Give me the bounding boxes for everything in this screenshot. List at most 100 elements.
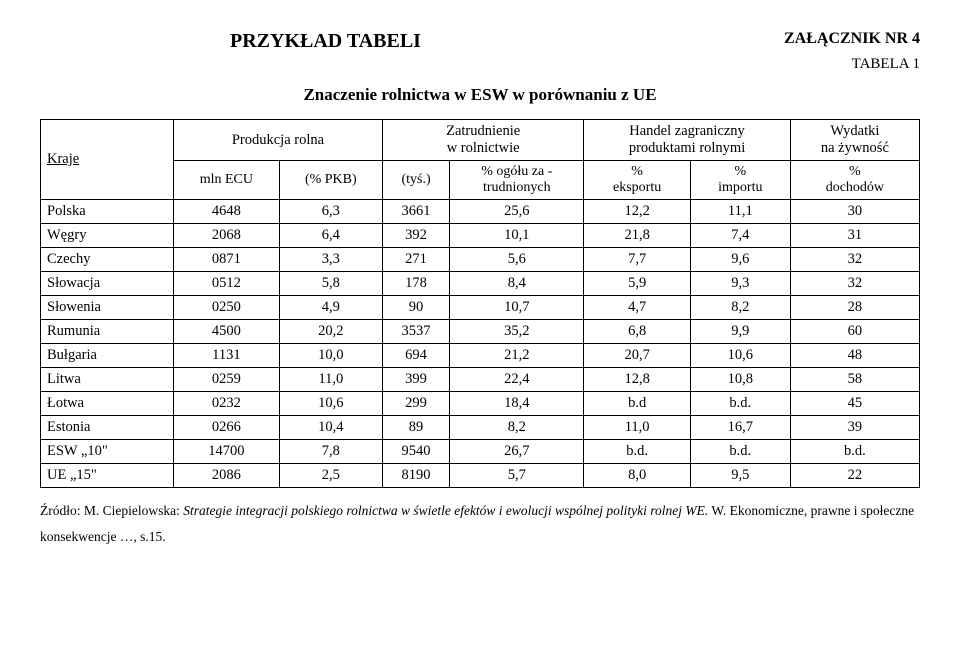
cell-value: 0232	[174, 392, 280, 416]
cell-value: 10,6	[690, 344, 790, 368]
cell-value: 25,6	[450, 200, 584, 224]
cell-value: 10,1	[450, 224, 584, 248]
cell-value: 26,7	[450, 440, 584, 464]
cell-value: b.d.	[790, 440, 919, 464]
cell-value: 60	[790, 320, 919, 344]
cell-value: 18,4	[450, 392, 584, 416]
table-row: Łotwa023210,629918,4b.db.d.45	[41, 392, 920, 416]
cell-value: 3537	[382, 320, 449, 344]
cell-value: 8,2	[690, 296, 790, 320]
cell-value: 3661	[382, 200, 449, 224]
cell-value: 20,2	[279, 320, 382, 344]
cell-value: 9,9	[690, 320, 790, 344]
cell-value: 5,9	[584, 272, 691, 296]
cell-value: 399	[382, 368, 449, 392]
cell-country: Bułgaria	[41, 344, 174, 368]
cell-value: 21,8	[584, 224, 691, 248]
source-italic: Strategie integracji polskiego rolnictwa…	[183, 503, 708, 518]
cell-value: 0871	[174, 248, 280, 272]
cell-value: b.d	[584, 392, 691, 416]
table-row: Litwa025911,039922,412,810,858	[41, 368, 920, 392]
cell-value: 4,7	[584, 296, 691, 320]
cell-value: 12,8	[584, 368, 691, 392]
cell-country: Czechy	[41, 248, 174, 272]
header-wydatki: Wydatkina żywność	[790, 120, 919, 161]
cell-value: 10,4	[279, 416, 382, 440]
cell-value: 20,7	[584, 344, 691, 368]
source-suffix: W. Ekonomiczne, prawne i społeczne	[708, 503, 914, 518]
cell-value: 271	[382, 248, 449, 272]
annex-text: ZAŁĄCZNIK NR 4	[784, 30, 920, 47]
cell-value: 16,7	[690, 416, 790, 440]
header-zatr: Zatrudnieniew rolnictwie	[382, 120, 583, 161]
cell-value: 8,4	[450, 272, 584, 296]
cell-value: 5,7	[450, 464, 584, 488]
cell-value: 90	[382, 296, 449, 320]
cell-value: 9,6	[690, 248, 790, 272]
source-line2: konsekwencje …, s.15.	[40, 529, 166, 544]
annex-label: ZAŁĄCZNIK NR 4 TABELA 1	[784, 30, 920, 73]
cell-value: 2,5	[279, 464, 382, 488]
cell-value: 89	[382, 416, 449, 440]
cell-value: 32	[790, 272, 919, 296]
cell-country: Słowenia	[41, 296, 174, 320]
table-row: UE „15"20862,581905,78,09,522	[41, 464, 920, 488]
cell-value: 3,3	[279, 248, 382, 272]
table-row: Estonia026610,4898,211,016,739	[41, 416, 920, 440]
table-body: Polska46486,3366125,612,211,130Węgry2068…	[41, 200, 920, 488]
cell-country: Słowacja	[41, 272, 174, 296]
table-row: Rumunia450020,2353735,26,89,960	[41, 320, 920, 344]
cell-value: 31	[790, 224, 919, 248]
header-prod-sub2: (% PKB)	[279, 161, 382, 200]
cell-value: 392	[382, 224, 449, 248]
cell-value: 48	[790, 344, 919, 368]
table-row: Polska46486,3366125,612,211,130	[41, 200, 920, 224]
cell-country: UE „15"	[41, 464, 174, 488]
cell-value: 7,8	[279, 440, 382, 464]
table-row: Słowenia02504,99010,74,78,228	[41, 296, 920, 320]
cell-value: 2068	[174, 224, 280, 248]
cell-value: 10,7	[450, 296, 584, 320]
cell-value: 6,4	[279, 224, 382, 248]
cell-value: 8,2	[450, 416, 584, 440]
header-prod: Produkcja rolna	[174, 120, 383, 161]
cell-value: b.d.	[584, 440, 691, 464]
cell-value: 11,0	[584, 416, 691, 440]
cell-value: 32	[790, 248, 919, 272]
cell-value: 9,3	[690, 272, 790, 296]
cell-value: b.d.	[690, 392, 790, 416]
cell-value: 28	[790, 296, 919, 320]
table-row: Węgry20686,439210,121,87,431	[41, 224, 920, 248]
cell-value: 4648	[174, 200, 280, 224]
cell-value: 14700	[174, 440, 280, 464]
cell-value: b.d.	[690, 440, 790, 464]
cell-value: 4500	[174, 320, 280, 344]
cell-value: 10,8	[690, 368, 790, 392]
cell-value: 5,6	[450, 248, 584, 272]
cell-value: 6,8	[584, 320, 691, 344]
cell-country: Polska	[41, 200, 174, 224]
header-handel-sub2: %importu	[690, 161, 790, 200]
cell-value: 8,0	[584, 464, 691, 488]
cell-value: 45	[790, 392, 919, 416]
table-row: Słowacja05125,81788,45,99,332	[41, 272, 920, 296]
cell-value: 2086	[174, 464, 280, 488]
cell-value: 7,4	[690, 224, 790, 248]
cell-value: 6,3	[279, 200, 382, 224]
cell-value: 299	[382, 392, 449, 416]
cell-value: 9540	[382, 440, 449, 464]
cell-value: 30	[790, 200, 919, 224]
cell-value: 7,7	[584, 248, 691, 272]
cell-value: 39	[790, 416, 919, 440]
cell-value: 22,4	[450, 368, 584, 392]
source-prefix: Źródło: M. Ciepielowska:	[40, 503, 183, 518]
cell-value: 11,1	[690, 200, 790, 224]
cell-value: 0266	[174, 416, 280, 440]
cell-value: 4,9	[279, 296, 382, 320]
cell-value: 58	[790, 368, 919, 392]
cell-country: Rumunia	[41, 320, 174, 344]
cell-value: 9,5	[690, 464, 790, 488]
header-zatr-sub2: % ogółu za -trudnionych	[450, 161, 584, 200]
cell-value: 178	[382, 272, 449, 296]
header-handel: Handel zagranicznyproduktami rolnymi	[584, 120, 790, 161]
